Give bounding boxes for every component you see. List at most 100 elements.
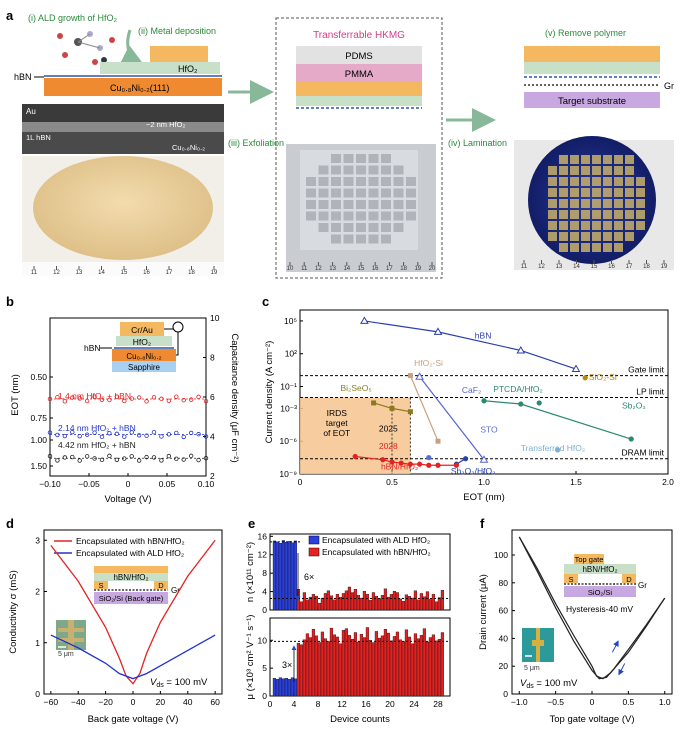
e-bar-mu-hbn <box>410 643 414 697</box>
e-bar-mu-hbn <box>425 641 429 697</box>
e-bar-mu-hbn <box>359 634 363 697</box>
b-stack-crau: Cr/Au <box>131 325 153 335</box>
e-xtick-label: 4 <box>292 699 297 709</box>
grid-cell <box>603 177 612 186</box>
c-series-label: CaF₂ <box>462 385 481 395</box>
c-ytick-label: 10⁻⁶ <box>280 436 297 446</box>
d-legend-1: Encapsulated with hBN/HfO₂ <box>76 536 185 546</box>
b-point <box>181 398 186 403</box>
target-substrate <box>524 92 660 108</box>
e-ratio-top: 6× <box>304 572 314 582</box>
ruler-label: 20 <box>429 266 436 272</box>
c-xtick-label: 1.5 <box>570 477 582 487</box>
ruler-label: 17 <box>166 270 173 276</box>
c-marker <box>463 456 469 462</box>
e-bar-n-hbn <box>377 598 381 611</box>
d-xtick-label: −60 <box>44 697 59 707</box>
e-ytick-top-label: 0 <box>262 605 267 615</box>
grid-cell <box>603 221 612 230</box>
cuni-label: Cu₀.₈Ni₀.₂(111) <box>110 83 169 93</box>
grid-cell <box>581 221 590 230</box>
b-xtick-label: 0.05 <box>159 479 176 489</box>
grid-cell <box>343 200 354 209</box>
e-bar-n-ald <box>287 541 291 611</box>
b-point <box>92 456 97 461</box>
c-series-line <box>483 400 632 440</box>
e-bar-n-hbn <box>368 600 372 611</box>
c-series-line <box>409 375 439 442</box>
c-marker <box>426 455 432 461</box>
grid-cell <box>636 210 645 219</box>
grid-cell <box>614 232 623 241</box>
grid-cell <box>603 210 612 219</box>
f-stack-sio2: SiO₂/Si <box>588 588 613 597</box>
tem-cuni-label: Cu₀.₈Ni₀.₂ <box>172 143 205 152</box>
e-bar-mu-hbn <box>356 641 360 697</box>
grid-cell <box>559 199 568 208</box>
grid-cell <box>603 166 612 175</box>
c-series-label: hBN <box>475 330 492 340</box>
b-point <box>84 454 90 459</box>
grid-cell <box>581 177 590 186</box>
ruler-label: 11 <box>31 270 38 276</box>
e-ytick-top-label: 8 <box>262 568 267 578</box>
d-series-line <box>50 539 216 685</box>
grid-cell <box>570 199 579 208</box>
e-bar-mu-ald <box>281 678 285 697</box>
e-bar-n-hbn <box>437 597 441 611</box>
grid-cell <box>614 177 623 186</box>
d-series <box>50 539 216 685</box>
grid-cell <box>331 211 341 221</box>
e-bar-mu-hbn <box>311 628 315 697</box>
f-ytick-label: 20 <box>499 661 509 671</box>
b-point <box>159 396 164 402</box>
limit-label: DRAM limit <box>622 448 665 458</box>
c-marker <box>389 405 395 411</box>
b-point <box>151 395 157 400</box>
grid-cell <box>356 211 366 221</box>
d-vds-sub: ds <box>156 682 164 689</box>
e-bar-mu-hbn <box>422 628 426 697</box>
e-legend-1: Encapsulated with ALD HfO₂ <box>322 535 430 545</box>
e-bar-mu-hbn <box>341 630 345 697</box>
f-ytick-label: 100 <box>494 550 508 560</box>
panel-b-label: b <box>6 294 14 309</box>
grid-cell <box>343 165 354 175</box>
hbn-label-a: hBN <box>14 72 32 82</box>
e-xtick-label: 0 <box>268 699 273 709</box>
e-bar-n-hbn <box>392 590 396 611</box>
c-series-label: HfO₂-Si <box>414 358 443 368</box>
d-xtick-label: 20 <box>156 697 166 707</box>
b-point <box>144 433 149 438</box>
e-bar-mu-hbn <box>398 639 402 697</box>
f-ytick-label: 40 <box>499 633 509 643</box>
grid-cell <box>570 166 579 175</box>
irds-2025: 2025 <box>379 423 398 433</box>
panel-a-label: a <box>6 8 14 23</box>
grid-cell <box>393 200 404 209</box>
grid-cell <box>592 177 601 186</box>
b-ytick-right-label: 6 <box>210 392 215 402</box>
grid-cell <box>548 177 557 186</box>
d-stack-sio2: SiO₂/Si (Back gate) <box>99 594 164 603</box>
f-vds-val: = 100 mV <box>534 678 578 689</box>
grid-cell <box>368 188 379 198</box>
grid-cell <box>603 155 612 164</box>
e-xtick-label: 12 <box>337 699 347 709</box>
e-bar-mu-hbn <box>317 642 321 697</box>
b-point <box>181 434 186 440</box>
b-ytick-left-label: 1.00 <box>30 435 47 445</box>
grid-cell <box>306 188 316 198</box>
b-point <box>144 454 149 460</box>
b-point <box>174 394 179 399</box>
f-ytick-label: 80 <box>499 578 509 588</box>
grid-cell <box>381 211 391 221</box>
panel-a: a (i) ALD growth of HfO₂ (ii) Metal depo… <box>6 8 674 279</box>
grid-cell <box>548 166 557 175</box>
ruler-label: 12 <box>538 264 545 270</box>
grid-cell <box>625 199 634 208</box>
f-xtick-label: −1.0 <box>511 697 528 707</box>
b-point <box>174 430 179 436</box>
ruler-label: 13 <box>556 264 563 270</box>
f-xtick-label: 1.0 <box>659 697 671 707</box>
